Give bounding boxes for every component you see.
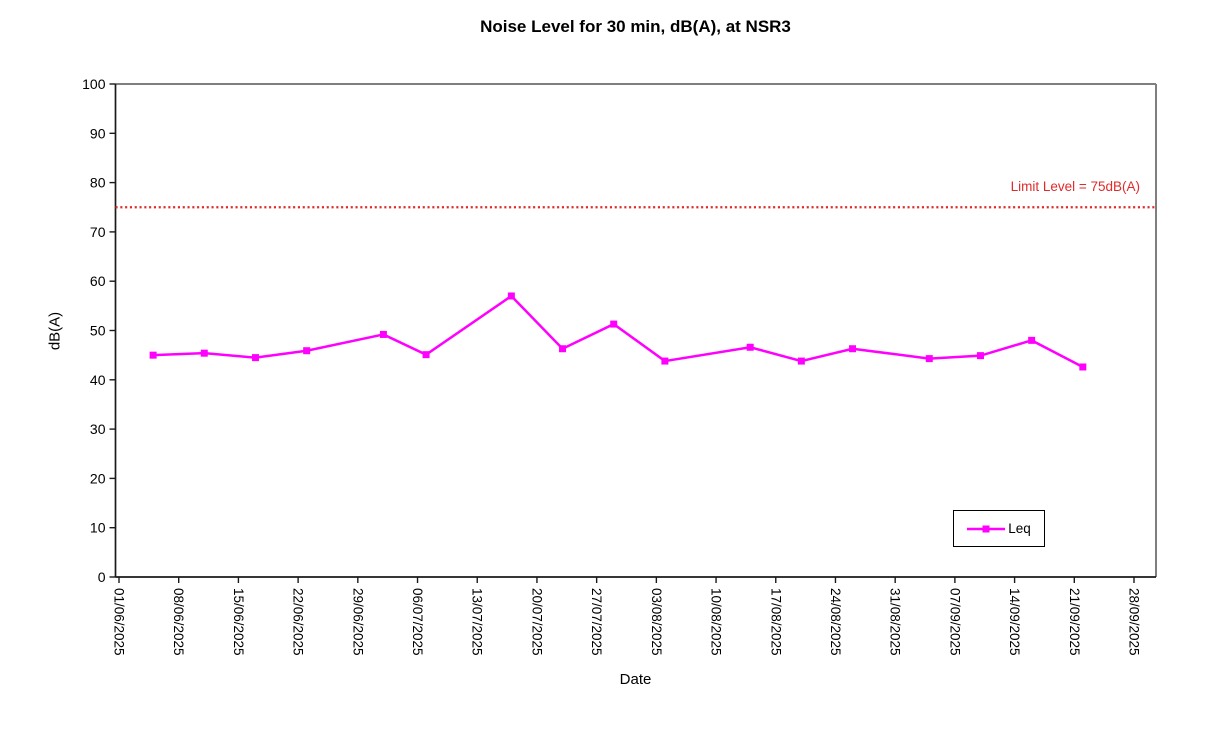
data-point-marker [559,345,567,353]
y-tick-label: 70 [90,224,106,240]
x-tick-label: 15/06/2025 [231,588,246,656]
y-tick-label: 90 [90,125,106,141]
data-point-marker [200,349,208,357]
x-tick-label: 22/06/2025 [291,588,306,656]
data-point-marker [422,351,430,359]
y-tick-label: 10 [90,520,106,536]
y-tick-label: 60 [90,273,106,289]
x-tick-label: 10/08/2025 [709,588,724,656]
legend-series-marker-icon [967,525,1006,532]
y-tick-label: 0 [98,569,106,585]
x-tick-label: 17/08/2025 [768,588,783,656]
y-tick-label: 20 [90,470,106,486]
x-tick-label: 07/09/2025 [947,588,962,656]
x-tick-label: 20/07/2025 [529,588,544,656]
data-point-marker [797,357,805,365]
x-tick-label: 27/07/2025 [589,588,604,656]
x-tick-label: 06/07/2025 [410,588,425,656]
data-point-marker [507,292,515,300]
data-point-marker [661,357,669,365]
x-tick-label: 01/06/2025 [112,588,127,656]
data-point-marker [251,354,259,362]
data-point-marker [149,351,157,359]
data-point-marker [610,320,618,328]
legend-marker-sample [982,525,990,532]
x-tick-label: 28/09/2025 [1127,588,1142,656]
x-tick-label: 14/09/2025 [1007,588,1022,656]
legend: Leq [953,510,1045,547]
x-axis-title: Date [619,671,652,688]
y-axis-title: dB(A) [46,311,64,351]
data-point-marker [1028,336,1036,344]
x-tick-label: 03/08/2025 [649,588,664,656]
data-point-marker [303,347,311,355]
data-point-marker [746,343,754,351]
data-point-marker [849,345,857,353]
x-tick-label: 31/08/2025 [888,588,903,656]
chart-title: Noise Level for 30 min, dB(A), at NSR3 [480,17,791,36]
data-point-marker [379,330,387,338]
data-point-marker [1079,363,1087,371]
data-point-marker [925,355,933,363]
y-tick-label: 40 [90,372,106,388]
x-tick-label: 29/06/2025 [350,588,365,656]
y-tick-label: 100 [82,76,106,92]
legend-series-label: Leq [1008,521,1031,536]
x-tick-label: 08/06/2025 [171,588,186,656]
limit-line-label: Limit Level = 75dB(A) [1010,179,1140,194]
series-line [153,294,1084,369]
y-tick-label: 50 [90,323,106,339]
y-tick-label: 30 [90,421,106,437]
x-tick-label: 13/07/2025 [470,588,485,656]
x-tick-label: 24/08/2025 [828,588,843,656]
x-tick-label: 21/09/2025 [1067,588,1082,656]
data-point-marker [976,352,984,360]
y-tick-label: 80 [90,175,106,191]
